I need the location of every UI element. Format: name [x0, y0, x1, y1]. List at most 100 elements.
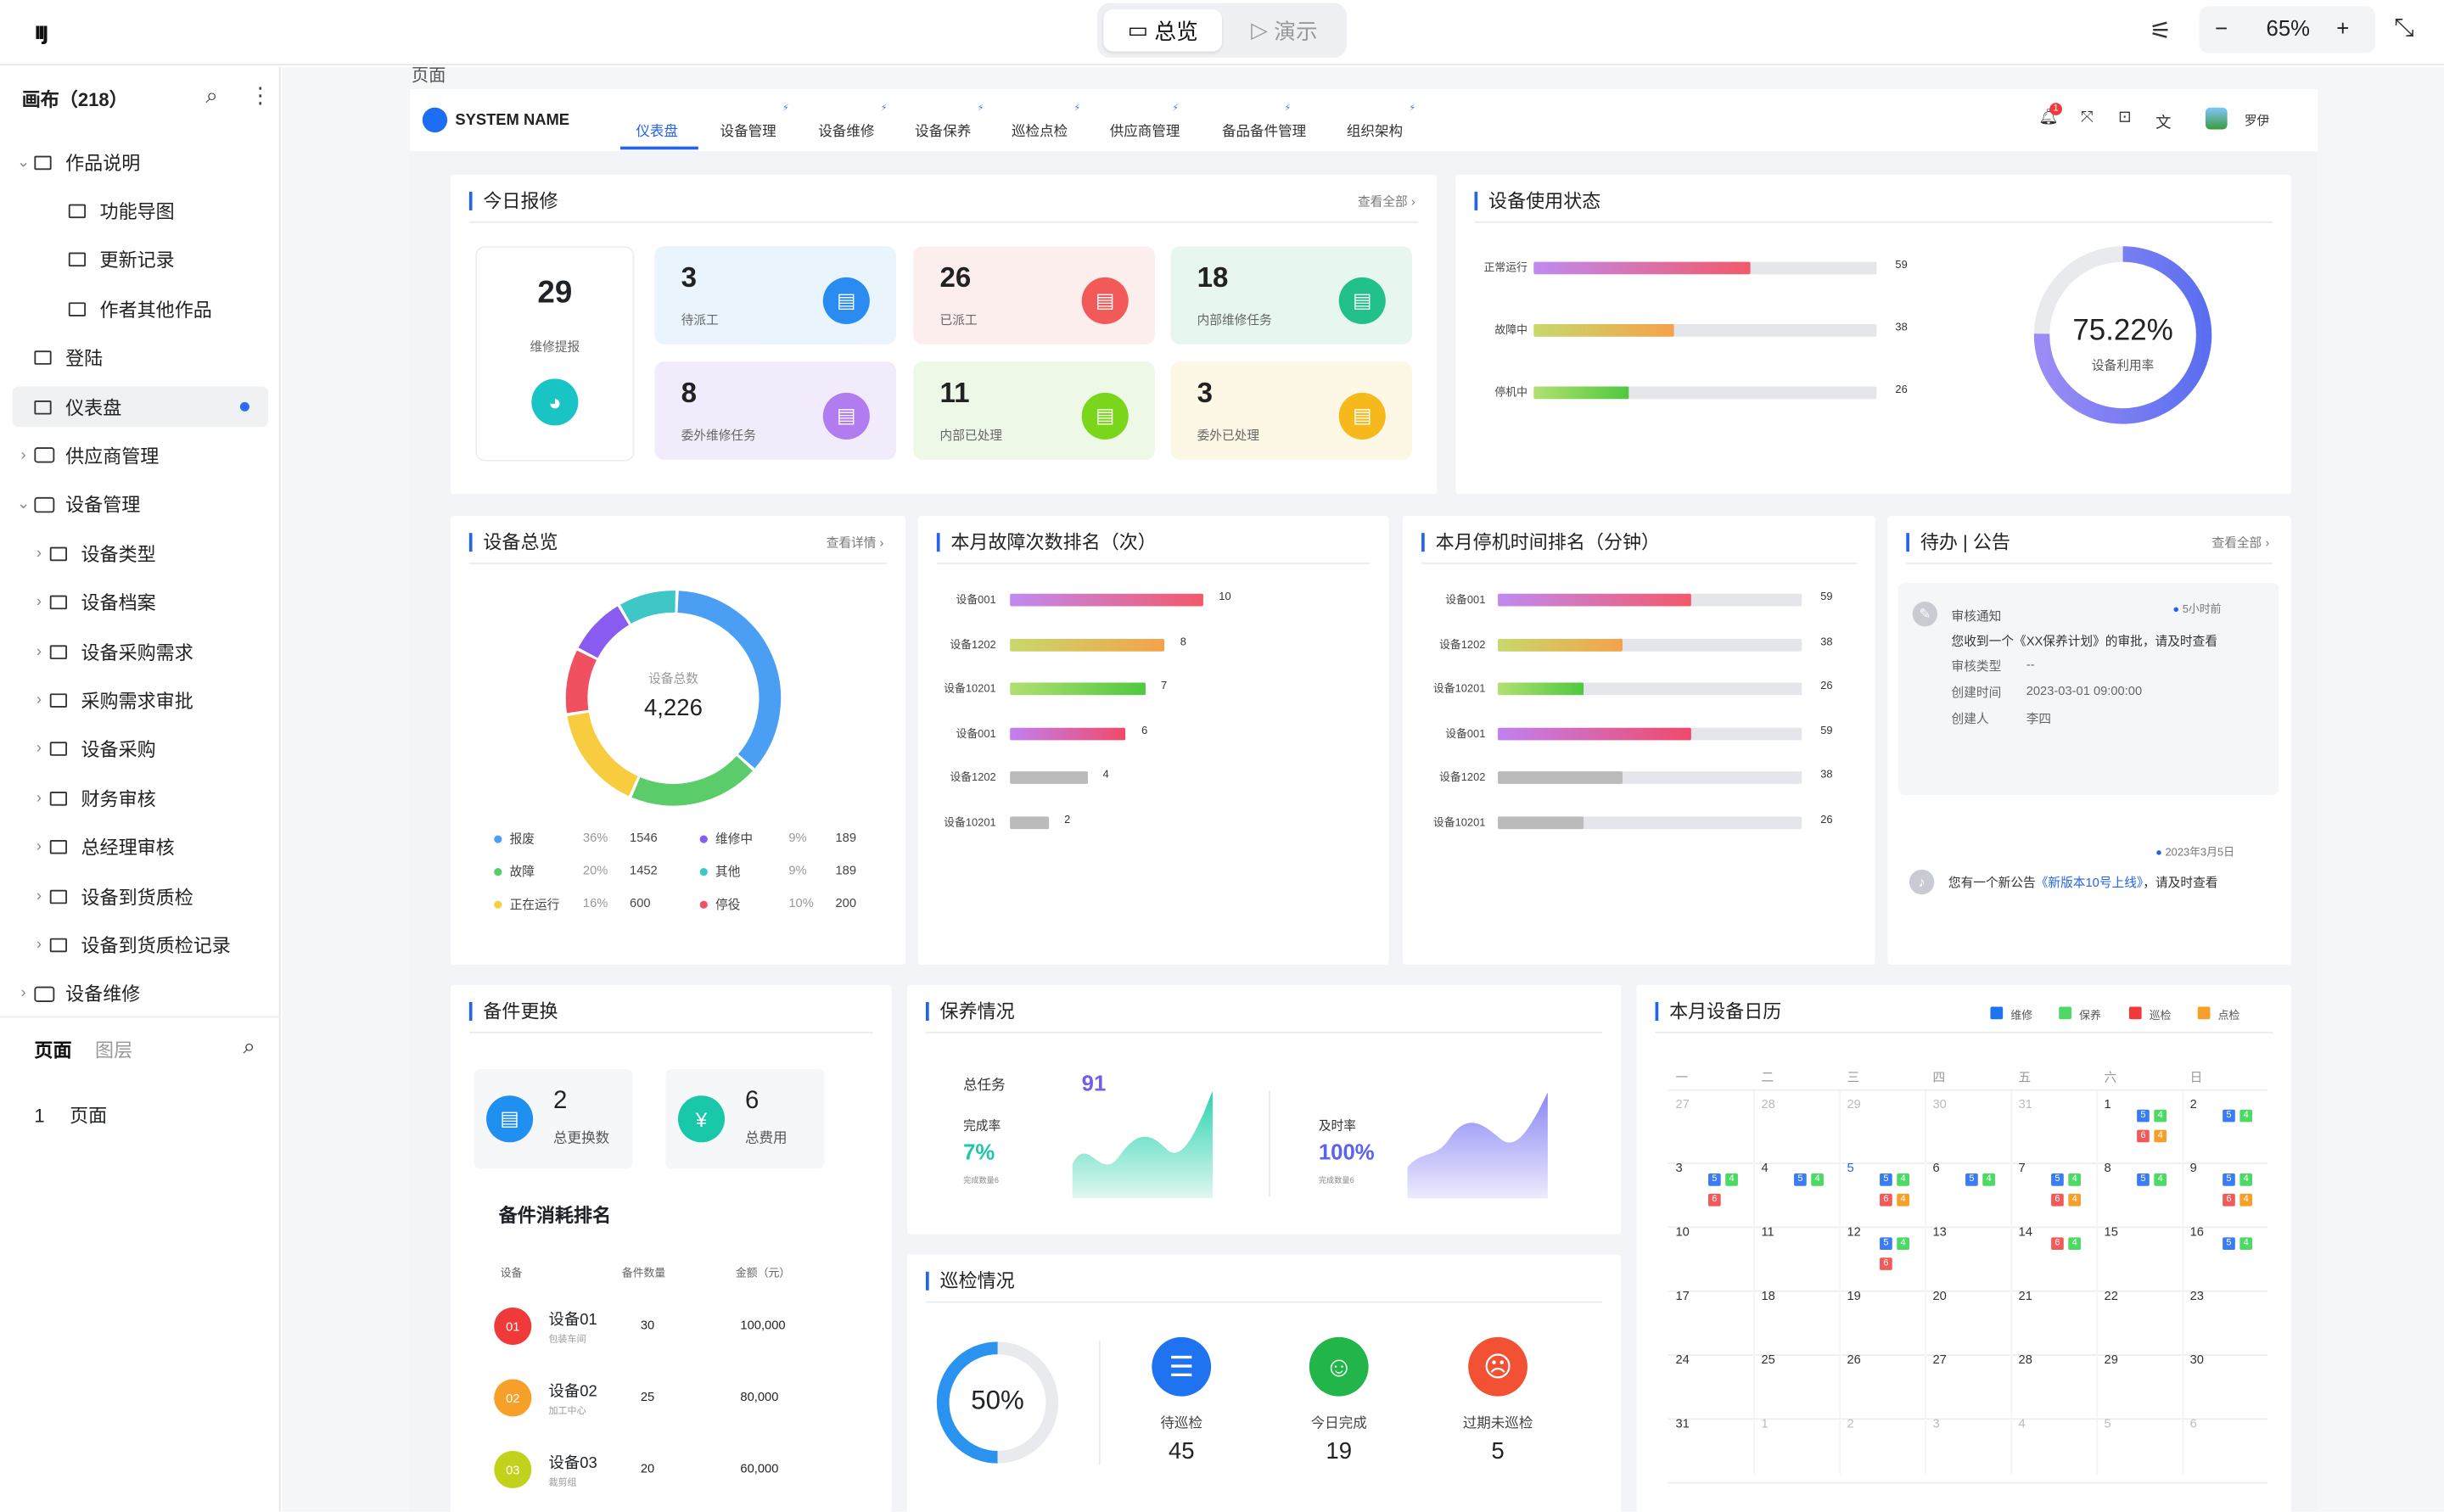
- calendar-event-tag[interactable]: 4: [2154, 1129, 2167, 1143]
- sidebar-item[interactable]: › 总经理审核: [28, 827, 268, 868]
- view-all-notice-link[interactable]: 查看全部 ›: [2211, 535, 2270, 551]
- calendar-day[interactable]: 16: [2189, 1224, 2204, 1240]
- brand[interactable]: SYSTEM NAME: [422, 107, 569, 133]
- announcement-text[interactable]: 您有一个新公告《新版本10号上线》，请及时查看: [1948, 876, 2218, 890]
- calendar-day[interactable]: 28: [1761, 1097, 1775, 1112]
- calendar-day[interactable]: 28: [2018, 1352, 2032, 1367]
- zoom-in-button[interactable]: +: [2336, 15, 2350, 41]
- calendar-day[interactable]: 3: [1675, 1161, 1683, 1175]
- calendar-event-tag[interactable]: 4: [2239, 1193, 2253, 1207]
- calendar-day[interactable]: 19: [1847, 1288, 1861, 1303]
- calendar-day[interactable]: 1: [1761, 1416, 1769, 1431]
- announcement-link[interactable]: 《新版本10号上线》: [2035, 876, 2144, 890]
- calendar-day[interactable]: 27: [1675, 1097, 1690, 1112]
- tab-layers[interactable]: 图层: [95, 1039, 133, 1061]
- calendar-day[interactable]: 9: [2189, 1161, 2197, 1175]
- calendar-event-tag[interactable]: 4: [1811, 1173, 1824, 1186]
- collapse-icon[interactable]: ⤡: [2394, 15, 2414, 42]
- calendar-day[interactable]: 18: [1761, 1288, 1775, 1303]
- calendar-day[interactable]: 22: [2104, 1288, 2118, 1303]
- sidebar-item[interactable]: › 财务审核: [28, 778, 268, 819]
- calendar-event-tag[interactable]: 5: [1880, 1237, 1892, 1251]
- zoom-level[interactable]: 65%: [2266, 15, 2311, 41]
- calendar-event-tag[interactable]: 5: [1794, 1173, 1807, 1186]
- calendar-day[interactable]: 17: [1675, 1288, 1690, 1303]
- calendar-day[interactable]: 23: [2189, 1288, 2204, 1303]
- calendar-day[interactable]: 10: [1675, 1224, 1690, 1240]
- calendar-event-tag[interactable]: 4: [2239, 1109, 2253, 1123]
- calendar-event-tag[interactable]: 6: [2137, 1129, 2150, 1143]
- calendar-day[interactable]: 27: [1932, 1352, 1947, 1367]
- calendar-day[interactable]: 29: [1847, 1097, 1861, 1112]
- view-all-link[interactable]: 查看全部 ›: [1357, 194, 1415, 210]
- sidebar-item[interactable]: › 设备维修: [13, 974, 268, 1015]
- app-logo-icon[interactable]: ııȷ: [34, 19, 48, 46]
- repair-stat[interactable]: 11 内部已处理 ▤: [913, 361, 1155, 460]
- nav-tab[interactable]: 设备维修: [818, 123, 875, 139]
- calendar-event-tag[interactable]: 4: [1725, 1173, 1738, 1186]
- calendar-day[interactable]: 11: [1761, 1224, 1774, 1240]
- calendar-day[interactable]: 2: [2189, 1097, 2197, 1112]
- calendar-day[interactable]: 4: [1761, 1161, 1769, 1175]
- repair-stat[interactable]: 3 待派工 ▤: [654, 246, 897, 344]
- calendar-day[interactable]: 20: [1932, 1288, 1947, 1303]
- calendar-event-tag[interactable]: 4: [1897, 1173, 1909, 1186]
- sidebar-item[interactable]: › 设备采购需求: [28, 631, 268, 672]
- sidebar-item[interactable]: 登陆: [13, 338, 268, 378]
- calendar-event-tag[interactable]: 5: [2223, 1237, 2235, 1251]
- calendar-event-tag[interactable]: 4: [2068, 1237, 2081, 1251]
- audit-notice[interactable]: ✎ 审核通知 ● 5小时前 您收到一个《XX保养计划》的审批，请及时查看 审核类…: [1898, 582, 2279, 795]
- nav-tab[interactable]: 巡检点检: [1012, 123, 1068, 139]
- fullscreen-icon[interactable]: ⤧: [2080, 109, 2094, 126]
- sidebar-item[interactable]: › 设备到货质检记录: [28, 925, 268, 966]
- page-list-item[interactable]: 1 页面: [34, 1105, 108, 1127]
- sidebar-item[interactable]: › 供应商管理: [13, 435, 268, 476]
- calendar-event-tag[interactable]: 6: [2051, 1193, 2064, 1207]
- calendar-day[interactable]: 7: [2018, 1161, 2026, 1175]
- present-mode-button[interactable]: ▷ 演示: [1251, 17, 1318, 43]
- avatar[interactable]: [2205, 107, 2228, 130]
- calendar-event-tag[interactable]: 4: [2239, 1173, 2253, 1186]
- settings-sliders-icon[interactable]: ⚟: [2149, 19, 2172, 46]
- sidebar-item[interactable]: 作者其他作品: [28, 288, 268, 329]
- calendar-event-tag[interactable]: 5: [2051, 1173, 2064, 1186]
- calendar-event-tag[interactable]: 5: [2223, 1109, 2235, 1123]
- calendar-event-tag[interactable]: 6: [1708, 1193, 1721, 1207]
- calendar-event-tag[interactable]: 4: [2239, 1237, 2253, 1251]
- nav-tab[interactable]: 设备保养: [915, 123, 972, 139]
- calendar-event-tag[interactable]: 4: [2154, 1173, 2167, 1186]
- calendar-event-tag[interactable]: 6: [1880, 1257, 1892, 1270]
- view-detail-link[interactable]: 查看详情 ›: [826, 535, 884, 551]
- calendar-event-tag[interactable]: 6: [1880, 1193, 1892, 1207]
- nav-tab[interactable]: 设备管理: [720, 123, 776, 139]
- calendar-event-tag[interactable]: 5: [1880, 1173, 1892, 1186]
- calendar-day[interactable]: 1: [2104, 1097, 2111, 1112]
- calendar-day[interactable]: 26: [1847, 1352, 1861, 1367]
- calendar-day[interactable]: 30: [1932, 1097, 1947, 1112]
- calendar-day[interactable]: 14: [2018, 1224, 2032, 1240]
- repair-stat[interactable]: 18 内部维修任务 ▤: [1170, 246, 1413, 344]
- calendar-day[interactable]: 12: [1847, 1224, 1861, 1240]
- calendar-event-tag[interactable]: 5: [2137, 1173, 2150, 1186]
- lock-icon[interactable]: ⊡: [2118, 109, 2132, 126]
- user-name[interactable]: 罗伊: [2244, 114, 2270, 128]
- sidebar-item[interactable]: › 设备类型: [28, 533, 268, 574]
- calendar-day[interactable]: 5: [1847, 1161, 1854, 1175]
- sidebar-item[interactable]: ⌄ 设备管理: [13, 484, 268, 525]
- search-icon[interactable]: ⌕: [205, 82, 218, 108]
- calendar-event-tag[interactable]: 5: [2223, 1173, 2235, 1186]
- calendar-event-tag[interactable]: 5: [1708, 1173, 1721, 1186]
- calendar-event-tag[interactable]: 6: [2051, 1237, 2064, 1251]
- calendar-day[interactable]: 30: [2189, 1352, 2204, 1367]
- tab-pages[interactable]: 页面: [34, 1039, 72, 1061]
- sidebar-item[interactable]: 更新记录: [28, 239, 268, 280]
- calendar-day[interactable]: 3: [1932, 1416, 1940, 1431]
- calendar-day[interactable]: 29: [2104, 1352, 2118, 1367]
- calendar-event-tag[interactable]: 5: [1965, 1173, 1978, 1186]
- calendar-day[interactable]: 31: [2018, 1097, 2032, 1112]
- nav-tab[interactable]: 仪表盘: [636, 123, 678, 139]
- calendar-day[interactable]: 6: [2189, 1416, 2197, 1431]
- repair-stat[interactable]: 3 委外已处理 ▤: [1170, 361, 1413, 460]
- sidebar-item[interactable]: › 设备到货质检: [28, 876, 268, 916]
- calendar-event-tag[interactable]: 6: [2223, 1193, 2235, 1207]
